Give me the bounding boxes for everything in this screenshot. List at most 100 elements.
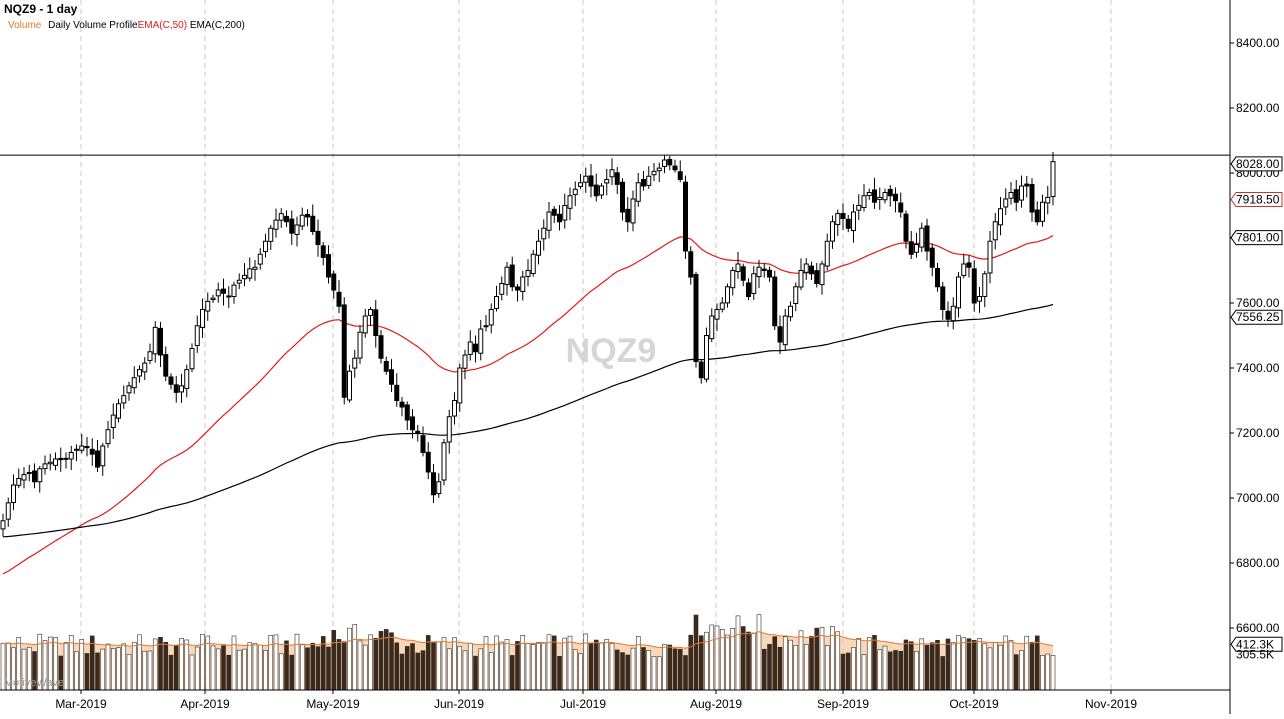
candle-up[interactable] bbox=[47, 461, 53, 465]
candle-up[interactable] bbox=[263, 240, 268, 253]
candle-down[interactable] bbox=[677, 171, 683, 181]
candle-down[interactable] bbox=[420, 435, 426, 453]
candle-up[interactable] bbox=[956, 276, 961, 309]
candle-up[interactable] bbox=[452, 400, 457, 417]
candle-up[interactable] bbox=[184, 369, 190, 389]
candle-down[interactable] bbox=[383, 360, 389, 372]
candle-down[interactable] bbox=[620, 181, 625, 213]
candle-down[interactable] bbox=[746, 282, 751, 297]
candle-up[interactable] bbox=[735, 263, 741, 273]
candle-up[interactable] bbox=[866, 192, 872, 197]
candle-up[interactable] bbox=[583, 175, 589, 183]
candle-up[interactable] bbox=[504, 266, 510, 285]
candle-up[interactable] bbox=[478, 328, 484, 354]
candle-up[interactable] bbox=[294, 224, 300, 235]
candle-down[interactable] bbox=[515, 286, 520, 291]
candle-up[interactable] bbox=[919, 227, 925, 248]
candle-up[interactable] bbox=[992, 221, 998, 241]
candle-up[interactable] bbox=[656, 167, 662, 172]
candle-down[interactable] bbox=[226, 295, 232, 298]
candle-down[interactable] bbox=[809, 265, 814, 275]
candle-up[interactable] bbox=[467, 341, 473, 355]
candle-down[interactable] bbox=[667, 158, 673, 166]
candle-up[interactable] bbox=[877, 196, 883, 200]
candle-down[interactable] bbox=[158, 327, 163, 356]
candle-up[interactable] bbox=[110, 414, 116, 428]
candle-up[interactable] bbox=[525, 270, 531, 277]
candle-down[interactable] bbox=[1029, 184, 1035, 213]
candle-up[interactable] bbox=[719, 302, 725, 310]
candle-up[interactable] bbox=[273, 219, 279, 230]
candle-down[interactable] bbox=[898, 202, 904, 213]
candle-up[interactable] bbox=[194, 325, 200, 347]
candle-down[interactable] bbox=[945, 310, 951, 320]
candle-up[interactable] bbox=[252, 266, 258, 270]
candle-down[interactable] bbox=[168, 376, 174, 385]
candle-down[interactable] bbox=[404, 404, 410, 421]
candle-down[interactable] bbox=[410, 416, 415, 431]
candle-up[interactable] bbox=[37, 468, 43, 483]
candle-down[interactable] bbox=[84, 446, 90, 449]
candle-up[interactable] bbox=[609, 169, 615, 178]
candle-down[interactable] bbox=[935, 267, 940, 288]
candle-up[interactable] bbox=[21, 474, 27, 481]
candle-up[interactable] bbox=[278, 213, 284, 221]
ema50-line[interactable] bbox=[2, 234, 1054, 575]
candle-up[interactable] bbox=[0, 520, 6, 530]
candle-up[interactable] bbox=[1040, 201, 1045, 222]
candle-down[interactable] bbox=[971, 268, 977, 304]
candle-up[interactable] bbox=[126, 385, 132, 394]
candle-up[interactable] bbox=[536, 240, 541, 256]
candle-up[interactable] bbox=[152, 326, 158, 355]
candle-up[interactable] bbox=[147, 351, 153, 361]
candle-down[interactable] bbox=[289, 218, 295, 234]
candle-up[interactable] bbox=[756, 266, 762, 278]
candle-down[interactable] bbox=[908, 241, 914, 255]
candle-down[interactable] bbox=[1013, 189, 1019, 203]
candle-down[interactable] bbox=[341, 304, 347, 398]
candle-down[interactable] bbox=[593, 184, 599, 197]
candle-up[interactable] bbox=[247, 268, 253, 279]
candle-up[interactable] bbox=[835, 213, 841, 226]
candle-up[interactable] bbox=[714, 309, 720, 320]
candle-up[interactable] bbox=[1050, 161, 1056, 198]
legend-ema50[interactable]: EMA(C,50) bbox=[137, 20, 188, 31]
candle-up[interactable] bbox=[630, 198, 636, 224]
candle-down[interactable] bbox=[399, 401, 405, 408]
candle-down[interactable] bbox=[777, 326, 783, 343]
candle-up[interactable] bbox=[488, 309, 494, 326]
candle-down[interactable] bbox=[761, 268, 767, 271]
candle-up[interactable] bbox=[567, 195, 573, 209]
candle-up[interactable] bbox=[236, 279, 242, 284]
candle-down[interactable] bbox=[89, 448, 95, 455]
candle-up[interactable] bbox=[116, 403, 121, 419]
legend-daily-volume-profile[interactable]: Daily Volume Profile bbox=[48, 20, 138, 31]
candle-up[interactable] bbox=[819, 263, 825, 286]
candle-up[interactable] bbox=[11, 484, 16, 503]
candle-up[interactable] bbox=[257, 253, 263, 265]
candle-down[interactable] bbox=[221, 288, 226, 294]
candle-up[interactable] bbox=[782, 315, 788, 346]
candle-down[interactable] bbox=[893, 193, 898, 202]
candle-up[interactable] bbox=[914, 244, 919, 253]
candle-down[interactable] bbox=[625, 208, 631, 223]
candle-up[interactable] bbox=[950, 305, 956, 322]
candle-down[interactable] bbox=[929, 247, 935, 268]
candle-up[interactable] bbox=[530, 253, 536, 275]
candle-up[interactable] bbox=[499, 283, 505, 295]
candle-up[interactable] bbox=[788, 305, 793, 318]
candle-down[interactable] bbox=[845, 218, 851, 229]
candle-down[interactable] bbox=[373, 309, 379, 337]
candle-down[interactable] bbox=[336, 291, 342, 307]
legend-volume[interactable]: Volume bbox=[8, 20, 42, 31]
candle-up[interactable] bbox=[215, 289, 221, 297]
candle-up[interactable] bbox=[100, 445, 106, 467]
candle-up[interactable] bbox=[998, 208, 1003, 226]
candle-up[interactable] bbox=[53, 458, 58, 466]
candle-up[interactable] bbox=[793, 286, 799, 305]
candle-up[interactable] bbox=[798, 270, 804, 288]
candle-down[interactable] bbox=[683, 181, 688, 252]
candle-down[interactable] bbox=[551, 208, 557, 216]
